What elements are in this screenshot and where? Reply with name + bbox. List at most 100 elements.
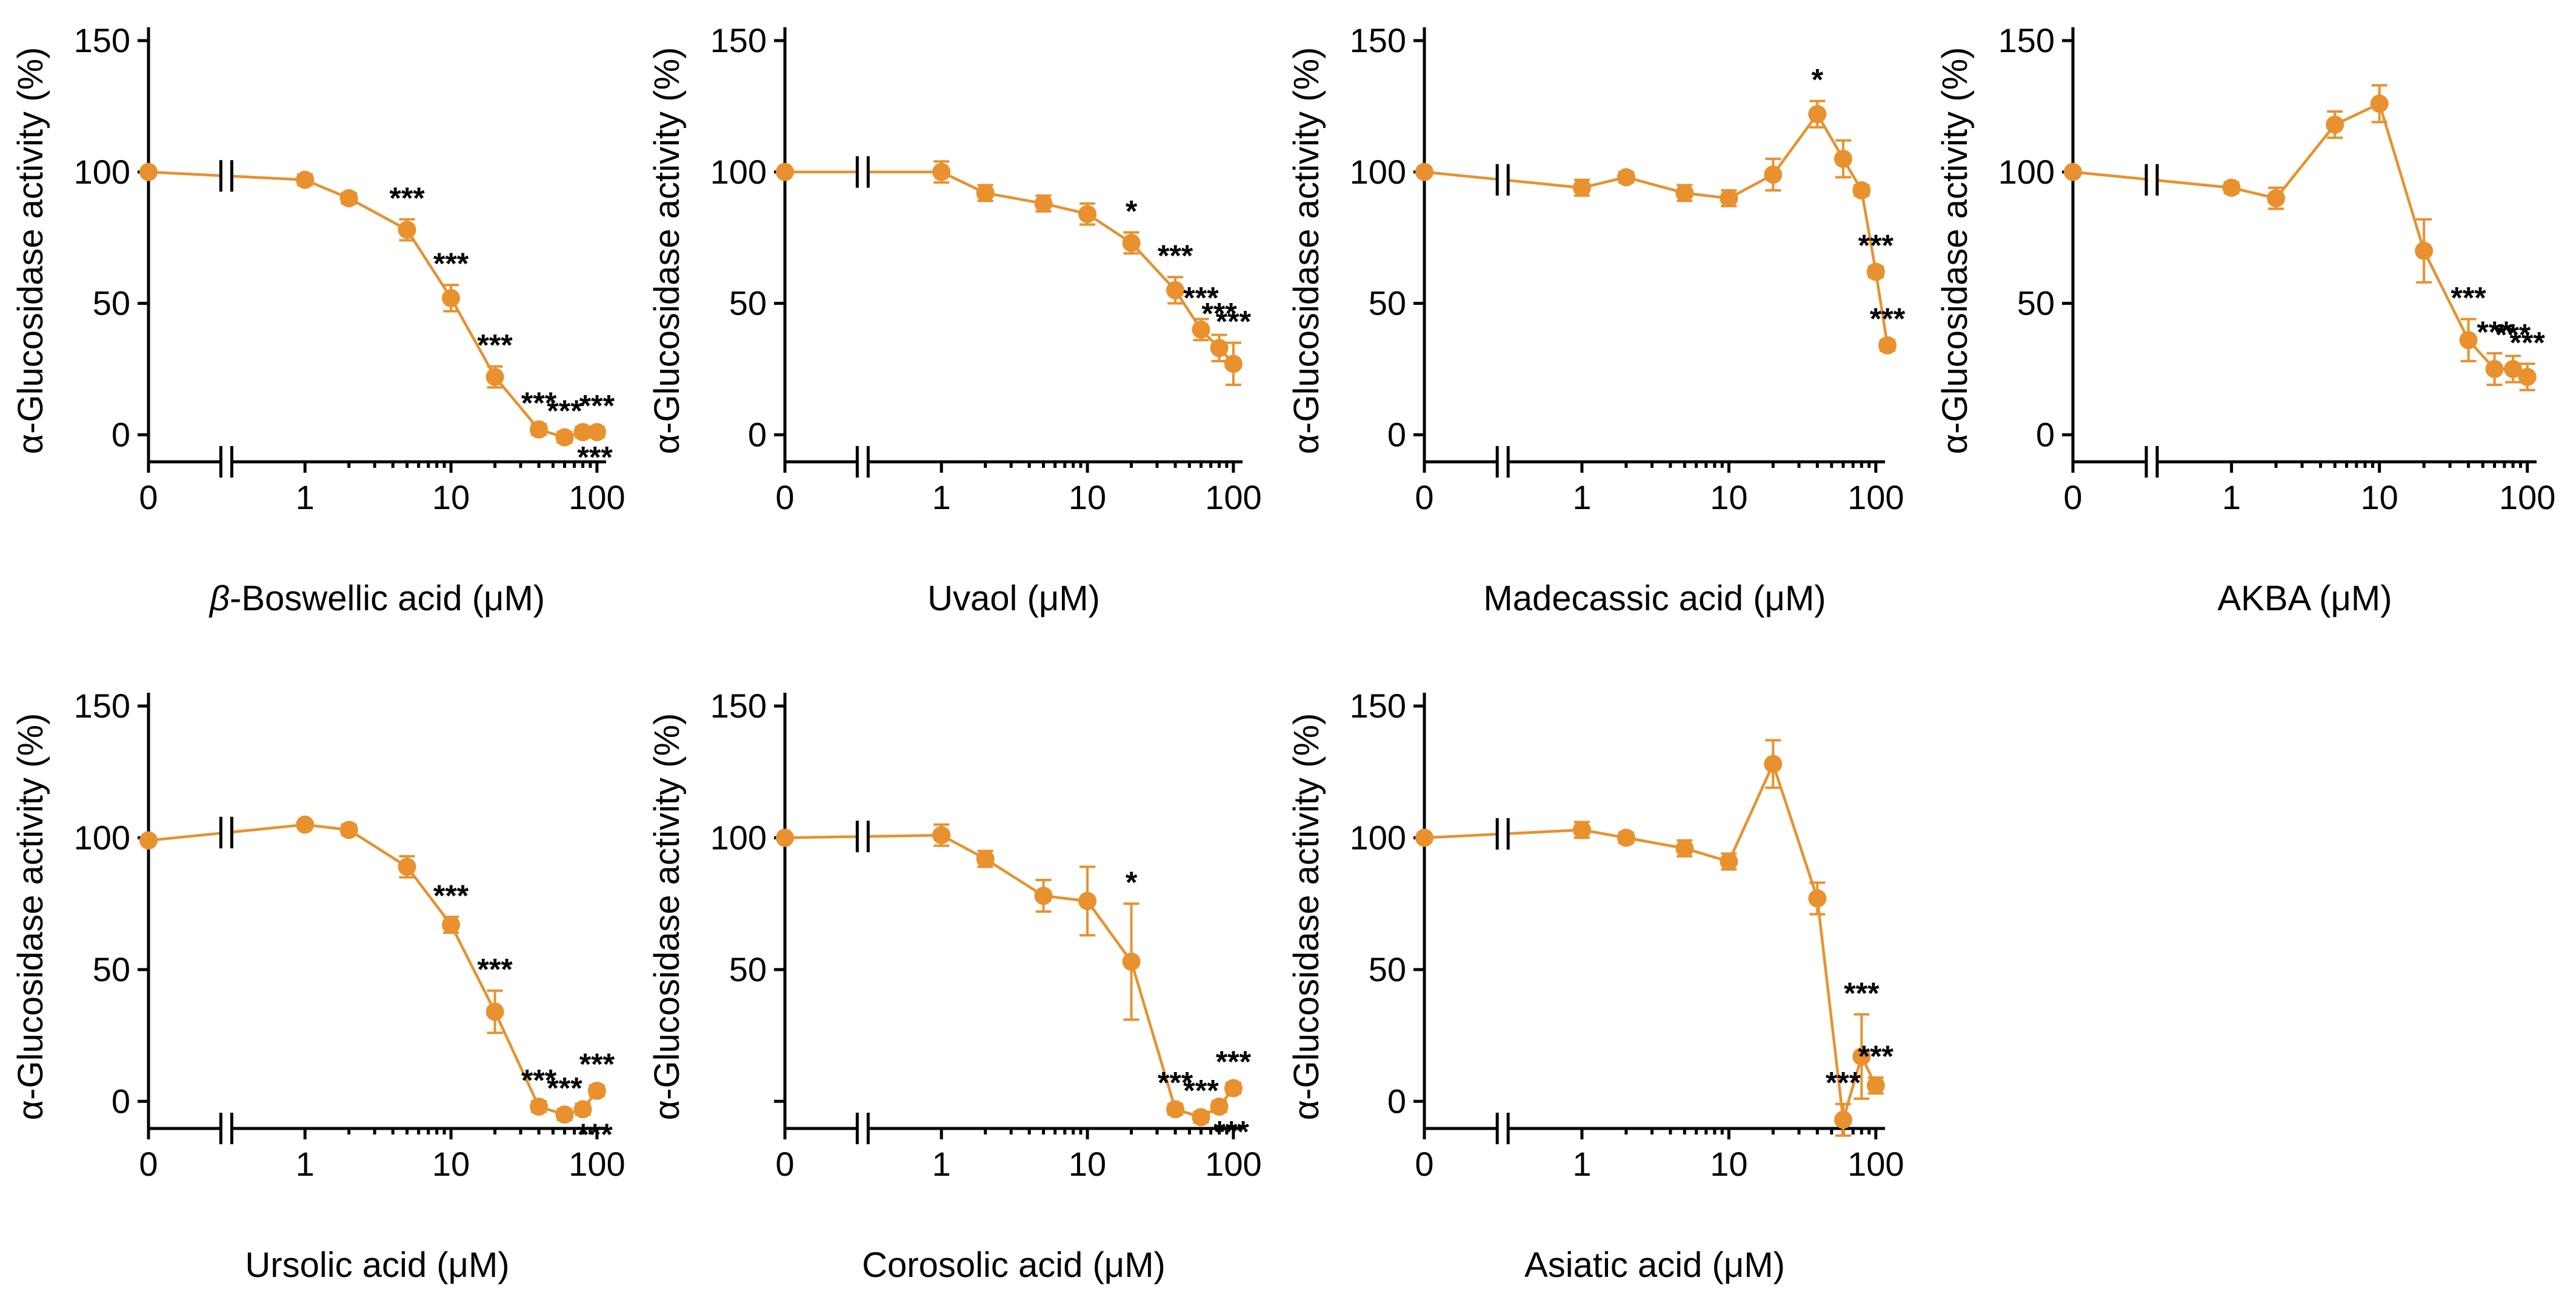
x-tick-label: 1: [1572, 478, 1591, 516]
data-point: [1192, 1108, 1210, 1127]
series-line: [148, 823, 598, 1116]
x-axis-title: β-Boswellic acid (μM): [209, 579, 545, 618]
data-point: [1617, 828, 1635, 847]
data-point: [587, 422, 606, 441]
x-axis-title: Madecassic acid (μM): [1483, 579, 1826, 618]
data-point: [1852, 181, 1871, 200]
significance-label: ***: [547, 1071, 582, 1105]
significance-label: ***: [433, 879, 469, 913]
x-axis-title-main: Corosolic acid (μM): [862, 1245, 1166, 1285]
x-axis-break: [219, 446, 233, 478]
data-point: [932, 162, 951, 181]
data-point: [2064, 162, 2082, 181]
y-tick-label: 150: [1998, 21, 2055, 59]
significance-label: ***: [2495, 318, 2531, 352]
x-axis-break: [855, 1113, 870, 1144]
x-axis-break-gap: [1497, 453, 1509, 470]
significance-label: ***: [1858, 1039, 1894, 1073]
data-point: [573, 422, 592, 441]
data-point: [1834, 150, 1853, 168]
x-tick-label: 10: [1069, 1145, 1106, 1183]
y-tick-label: 100: [1350, 153, 1406, 191]
x-tick-label: 100: [569, 478, 625, 516]
series-line: [784, 833, 1235, 1119]
data-point: [1166, 281, 1185, 299]
data-point: [139, 831, 158, 850]
significance-label: ***: [547, 394, 582, 428]
significance-label: ***: [389, 181, 425, 215]
significance-label: ***: [477, 953, 513, 987]
x-tick-label: 100: [1205, 478, 1261, 516]
y-axis-title: α-Glucosidase activity (%): [1287, 47, 1326, 455]
x-tick-label: 1: [296, 1145, 315, 1183]
x-axis-break-gap: [220, 1120, 233, 1137]
x-axis-title: Asiatic acid (μM): [1524, 1245, 1785, 1285]
data-point: [776, 828, 794, 847]
x-tick-label: 1: [2222, 478, 2241, 516]
data-point: [1764, 755, 1783, 773]
significance-label: *: [1812, 63, 1824, 97]
data-point: [976, 184, 995, 202]
y-axis-title: α-Glucosidase activity (%): [1935, 47, 1975, 455]
x-tick-label: 1: [1572, 1145, 1591, 1183]
significance-label: ***: [1183, 281, 1219, 315]
y-tick-label: 50: [2017, 284, 2055, 322]
x-tick-label: 1: [932, 1145, 951, 1183]
significance-label: ***: [521, 1063, 557, 1097]
data-point: [2504, 359, 2523, 378]
y-tick-label: 50: [729, 950, 767, 988]
x-tick-label: 0: [139, 478, 158, 516]
significance-label: ***: [1213, 1115, 1249, 1149]
significance-label: ***: [477, 328, 513, 362]
series-line: [785, 170, 1235, 365]
y-tick-label: 0: [748, 415, 767, 453]
x-axis-break-gap: [856, 453, 869, 470]
x-axis-break-gap: [220, 453, 233, 470]
data-point: [1852, 1047, 1871, 1066]
x-tick-label: 0: [775, 478, 794, 516]
series-break-gap: [857, 163, 869, 181]
x-tick-label: 10: [1710, 478, 1747, 516]
x-tick-label: 100: [1205, 1145, 1261, 1183]
y-tick-label: 50: [93, 284, 130, 322]
y-tick-label: 150: [74, 21, 130, 59]
data-point: [486, 367, 504, 386]
data-point: [932, 826, 951, 845]
y-tick-label: 100: [710, 818, 767, 856]
data-point: [486, 1002, 504, 1021]
data-point: [1224, 355, 1243, 373]
data-point: [139, 162, 158, 181]
series-break-gap: [1497, 171, 1509, 188]
x-axis-title-main: AKBA (μM): [2217, 579, 2392, 618]
data-point: [555, 1105, 574, 1124]
data-point: [976, 850, 995, 868]
data-point: [1415, 162, 1433, 181]
x-axis-title-main: -Boswellic acid (μM): [230, 579, 545, 618]
series-line: [1424, 113, 1889, 346]
data-point: [1166, 1100, 1185, 1119]
data-point: [1720, 852, 1738, 871]
y-tick-label: 150: [710, 687, 767, 725]
x-axis-break-gap: [856, 1120, 869, 1137]
significance-label: ***: [579, 388, 615, 422]
y-axis-title: α-Glucosidase activity (%): [11, 713, 50, 1121]
y-tick-label: 50: [729, 284, 767, 322]
data-point: [1122, 233, 1141, 252]
data-point: [2485, 359, 2504, 378]
data-point: [1210, 1097, 1229, 1116]
x-axis-title-prefix: β: [209, 579, 230, 618]
x-tick-label: 0: [139, 1145, 158, 1183]
data-point: [296, 815, 315, 834]
data-point: [2370, 95, 2389, 113]
x-tick-label: 10: [432, 1145, 470, 1183]
data-point: [339, 189, 358, 208]
x-axis-break: [219, 1113, 233, 1144]
x-tick-label: 100: [2499, 478, 2555, 516]
data-point: [296, 170, 315, 189]
series-line: [1424, 762, 1877, 1121]
data-point: [1675, 839, 1694, 858]
data-point: [398, 221, 416, 239]
data-point: [1808, 889, 1827, 908]
y-axis-title: α-Glucosidase activity (%): [11, 47, 50, 455]
